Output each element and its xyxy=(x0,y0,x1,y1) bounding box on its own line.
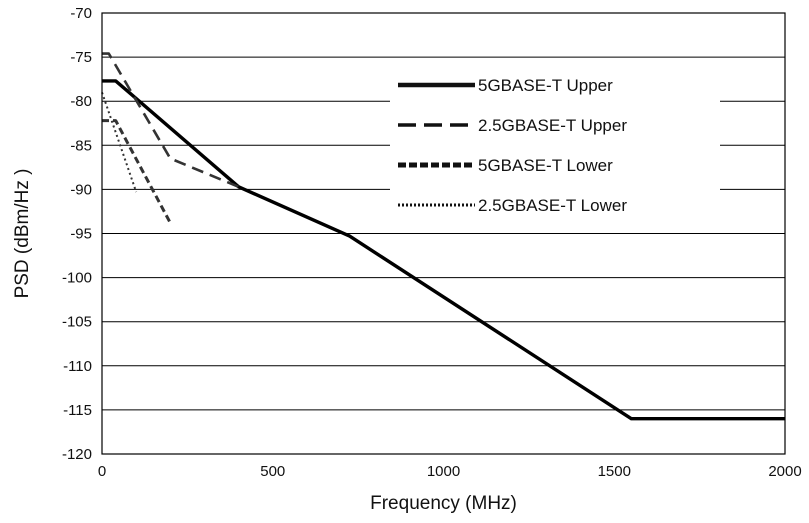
legend-label: 2.5GBASE-T Lower xyxy=(478,196,627,215)
x-tick-label: 2000 xyxy=(768,463,801,480)
legend: 5GBASE-T Upper 2.5GBASE-T Upper 5GBASE-T L… xyxy=(390,63,720,223)
x-tick-label: 0 xyxy=(98,463,106,480)
x-tick-label: 500 xyxy=(260,463,285,480)
x-tick-label: 1500 xyxy=(598,463,631,480)
legend-label: 2.5GBASE-T Upper xyxy=(478,116,627,135)
y-tick-label: -95 xyxy=(70,226,92,243)
series-line-3 xyxy=(102,119,172,224)
y-tick-label: -120 xyxy=(62,446,92,463)
y-tick-label: -105 xyxy=(62,314,92,331)
y-tick-label: -110 xyxy=(63,358,92,375)
y-tick-label: -85 xyxy=(70,137,92,154)
plot-area-frame xyxy=(101,12,786,455)
legend-label: 5GBASE-T Lower xyxy=(478,156,613,175)
x-axis-title: Frequency (MHz) xyxy=(370,493,517,514)
y-axis-title: PSD (dBm/Hz ) xyxy=(12,169,33,299)
y-tick-label: -100 xyxy=(62,270,92,287)
series-lines xyxy=(101,52,785,421)
y-tick-label: -75 xyxy=(70,49,92,66)
legend-background xyxy=(390,63,720,223)
legend-label: 5GBASE-T Upper xyxy=(478,76,613,95)
x-tick-label: 1000 xyxy=(427,463,460,480)
series-line-2 xyxy=(102,52,240,189)
x-tick-labels: 0 500 1000 1500 2000 xyxy=(98,463,802,480)
y-tick-label: -80 xyxy=(70,93,92,110)
y-tick-label: -115 xyxy=(63,402,92,419)
series-line-4 xyxy=(101,92,138,193)
y-tick-label: -70 xyxy=(70,5,92,22)
y-tick-labels: -70 -75 -80 -85 -90 -95 -100 -105 -110 -115 -120 xyxy=(62,5,92,463)
y-tick-label: -90 xyxy=(70,181,92,198)
series-line-1 xyxy=(102,79,785,421)
